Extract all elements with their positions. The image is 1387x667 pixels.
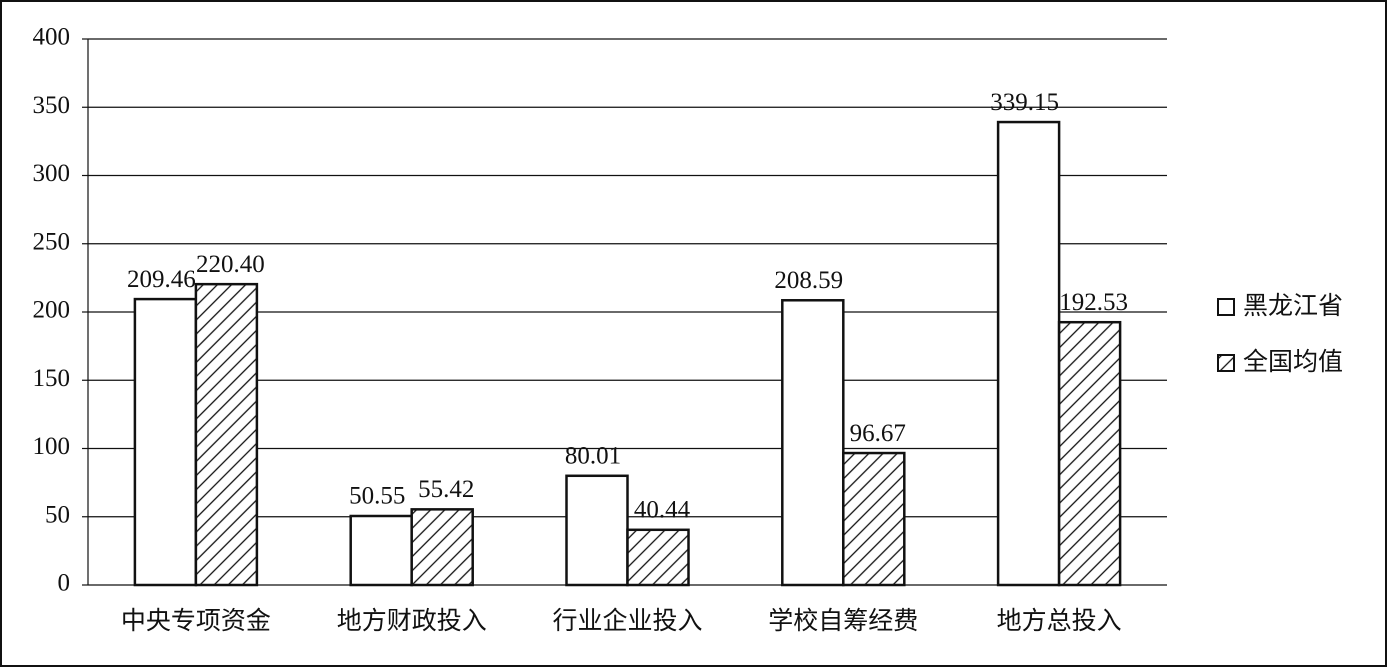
bar xyxy=(1057,320,1122,587)
y-tick-label: 150 xyxy=(33,365,71,392)
bar xyxy=(349,514,413,587)
value-label: 96.67 xyxy=(850,420,906,447)
bar xyxy=(842,451,906,587)
legend-label: 黑龙江省 xyxy=(1243,291,1343,320)
value-label: 192.53 xyxy=(1059,289,1128,316)
bar xyxy=(996,120,1061,587)
y-tick-label: 350 xyxy=(33,92,71,119)
y-tick-label: 300 xyxy=(33,160,71,187)
value-label: 80.01 xyxy=(565,443,621,470)
y-tick-label: 0 xyxy=(58,570,71,597)
bar xyxy=(781,299,845,587)
x-tick-label: 地方总投入 xyxy=(997,606,1122,635)
legend-marker xyxy=(1217,354,1235,372)
bar xyxy=(565,474,629,587)
value-label: 339.15 xyxy=(990,89,1059,116)
value-label: 50.55 xyxy=(349,483,405,510)
x-tick-label: 中央专项资金 xyxy=(121,606,271,635)
y-tick-label: 50 xyxy=(45,501,70,528)
x-tick-label: 学校自筹经费 xyxy=(768,606,918,635)
value-label: 208.59 xyxy=(774,267,843,294)
x-tick-label: 行业企业投入 xyxy=(552,606,702,635)
bar xyxy=(410,508,474,587)
bar xyxy=(626,528,690,587)
bar xyxy=(194,282,259,587)
value-label: 40.44 xyxy=(634,497,691,524)
bar xyxy=(133,297,198,587)
value-label: 220.40 xyxy=(196,251,265,278)
y-tick-label: 250 xyxy=(33,228,71,255)
y-tick-label: 200 xyxy=(33,297,71,324)
legend-label: 全国均值 xyxy=(1243,347,1343,376)
y-tick-label: 100 xyxy=(33,433,71,460)
x-tick-label: 地方财政投入 xyxy=(337,606,487,635)
value-label: 209.46 xyxy=(127,266,196,293)
y-tick-label: 400 xyxy=(33,24,71,51)
value-label: 55.42 xyxy=(418,476,474,503)
legend-marker xyxy=(1217,298,1235,316)
